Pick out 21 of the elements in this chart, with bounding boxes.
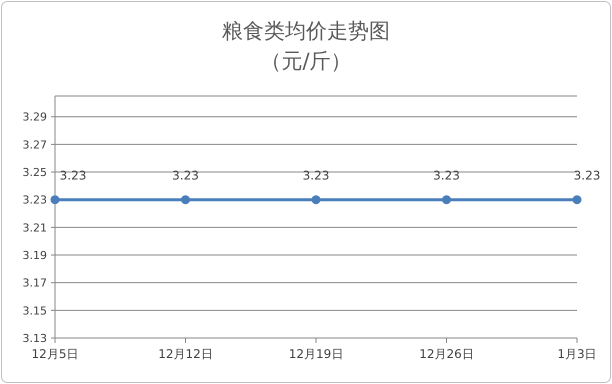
x-tick-label: 1月3日 xyxy=(557,347,597,361)
y-tick-label: 3.17 xyxy=(22,276,47,290)
chart-subtitle: （元/斤） xyxy=(260,49,352,73)
x-tick-label: 12月12日 xyxy=(158,347,213,361)
y-tick-label: 3.15 xyxy=(22,304,47,318)
data-label: 3.23 xyxy=(574,168,600,183)
y-tick-label: 3.21 xyxy=(22,221,47,234)
x-tick-label: 12月19日 xyxy=(288,347,344,361)
x-tick-label: 12月26日 xyxy=(419,347,474,361)
data-label: 3.23 xyxy=(172,168,199,183)
data-label: 3.23 xyxy=(302,168,330,183)
x-tick-label: 12月5日 xyxy=(32,347,78,361)
data-label: 3.23 xyxy=(433,168,460,183)
y-tick-label: 3.29 xyxy=(22,110,47,124)
y-tick-label: 3.25 xyxy=(22,166,47,180)
y-tick-label: 3.27 xyxy=(22,138,47,152)
chart-title: 粮食类均价走势图 xyxy=(222,19,390,43)
y-tick-label: 3.23 xyxy=(22,194,47,207)
data-label: 3.23 xyxy=(60,168,86,183)
y-tick-label: 3.19 xyxy=(22,249,47,262)
y-tick-label: 3.13 xyxy=(22,332,47,345)
